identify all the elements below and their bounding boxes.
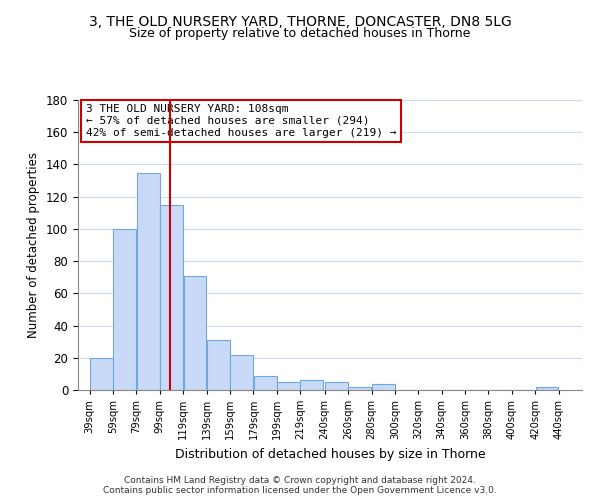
Text: Contains HM Land Registry data © Crown copyright and database right 2024.
Contai: Contains HM Land Registry data © Crown c… [103, 476, 497, 495]
Bar [207, 340, 230, 390]
Bar [160, 204, 183, 390]
Bar [277, 382, 300, 390]
Bar [184, 276, 206, 390]
Bar [536, 387, 559, 390]
Bar [230, 354, 253, 390]
Bar [301, 380, 323, 390]
X-axis label: Distribution of detached houses by size in Thorne: Distribution of detached houses by size … [175, 448, 485, 460]
Y-axis label: Number of detached properties: Number of detached properties [28, 152, 40, 338]
Bar [137, 172, 160, 390]
Bar [325, 382, 348, 390]
Text: Size of property relative to detached houses in Thorne: Size of property relative to detached ho… [130, 28, 470, 40]
Bar [349, 387, 371, 390]
Bar [372, 384, 395, 390]
Bar [90, 358, 113, 390]
Bar [254, 376, 277, 390]
Text: 3 THE OLD NURSERY YARD: 108sqm
← 57% of detached houses are smaller (294)
42% of: 3 THE OLD NURSERY YARD: 108sqm ← 57% of … [86, 104, 396, 138]
Bar [113, 229, 136, 390]
Text: 3, THE OLD NURSERY YARD, THORNE, DONCASTER, DN8 5LG: 3, THE OLD NURSERY YARD, THORNE, DONCAST… [89, 15, 511, 29]
